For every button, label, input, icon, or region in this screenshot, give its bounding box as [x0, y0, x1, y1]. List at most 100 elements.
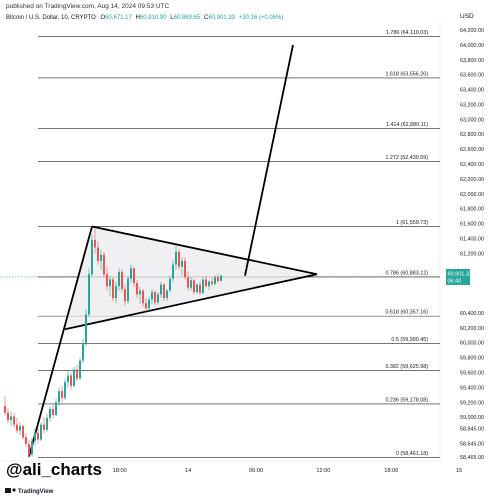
candle-body [61, 391, 63, 398]
y-tick-label: 64,200.00 [460, 28, 484, 34]
fib-level-label: 1.786 (64,110.03) [386, 30, 428, 36]
candle-body [40, 424, 42, 440]
open-label: O [100, 15, 105, 21]
candle-body [166, 290, 168, 299]
candle-body [163, 284, 165, 299]
candle-body [190, 280, 192, 288]
candle-body [52, 408, 54, 415]
candle-body [145, 303, 147, 309]
fib-level-label: 1.618 (63,556.20) [385, 71, 428, 77]
candle-body [217, 277, 219, 281]
candle-body [67, 375, 69, 383]
open-value: 60,671.17 [105, 15, 132, 21]
candle-body [148, 299, 150, 309]
low-label: L [170, 15, 174, 21]
candle-body [109, 279, 111, 287]
y-tick-label: 63,600.00 [460, 73, 484, 79]
fib-level-label: 0.5 (59,990.45) [391, 337, 428, 343]
y-tick-label: 61,800.00 [460, 207, 484, 213]
tradingview-logo-icon [5, 488, 11, 493]
candle-body [202, 279, 204, 293]
low-value: 60,869.65 [174, 15, 201, 21]
y-tick-label: 58,845.00 [460, 427, 484, 433]
candle-body [100, 254, 102, 261]
x-tick-label: 18:00 [384, 468, 398, 474]
candle-body [37, 432, 39, 440]
y-tick-label: 60,400.00 [460, 311, 484, 317]
candle-body [211, 281, 213, 284]
high-value: 60,910.90 [140, 15, 167, 21]
x-tick-label: 15 [456, 468, 462, 474]
fib-level-label: 1 (61,559.73) [396, 220, 428, 226]
y-tick-label: 62,000.00 [460, 192, 484, 198]
high-label: H [136, 15, 140, 21]
fib-level-label: 1.414 (62,880.11) [386, 122, 428, 128]
candles [4, 228, 222, 458]
y-tick-label: 60,000.00 [460, 341, 484, 347]
candle-body [172, 264, 174, 279]
candle-body [160, 284, 162, 295]
fib-level-label: 0 (58,461.18) [396, 451, 428, 457]
current-price-badge: 60,901.33 06:40 [446, 268, 472, 285]
x-tick-label: 14 [185, 468, 191, 474]
y-tick-label: 63,200.00 [460, 102, 484, 108]
candle-body [10, 416, 12, 421]
candle-body [103, 254, 105, 275]
candle-body [46, 417, 48, 430]
change-value: +30.16 (+0.05%) [239, 15, 284, 21]
ohlc-legend[interactable]: Bitcoin / U.S. Dollar, 10, CRYPTO O60,67… [6, 15, 283, 21]
x-axis: 18:00 14 06:00 12:00 18:00 15 [113, 468, 462, 474]
candle-body [196, 284, 198, 293]
candle-body [127, 278, 129, 302]
candle-body [43, 424, 45, 430]
triangle-pattern-drawing [28, 44, 318, 457]
y-tick-label: 59,000.00 [460, 415, 484, 421]
candle-body [139, 290, 141, 295]
candle-body [7, 412, 9, 421]
x-tick-label: 12:00 [316, 468, 330, 474]
candle-body [64, 382, 66, 398]
candle-body [49, 408, 51, 418]
candle-body [205, 279, 207, 287]
y-tick-label: 59,400.00 [460, 385, 484, 391]
author-watermark: @ali_charts [6, 460, 102, 479]
candle-body [154, 292, 156, 303]
candle-body [151, 292, 153, 300]
candle-body [199, 284, 201, 293]
y-tick-label: 61,400.00 [460, 236, 484, 242]
candle-body [88, 274, 90, 315]
y-tick-label: 62,400.00 [460, 162, 484, 168]
candle-body [82, 344, 84, 361]
candle-body [97, 247, 99, 261]
y-tick-label: 63,400.00 [460, 88, 484, 94]
candle-body [19, 426, 21, 431]
y-tick-label: 63,800.00 [460, 58, 484, 64]
candle-body [58, 391, 60, 403]
candle-body [13, 416, 15, 425]
candle-body [118, 271, 120, 287]
tradingview-brand: TradingView [18, 489, 54, 495]
candle-body [175, 251, 177, 265]
candle-body [55, 402, 57, 415]
candle-body [187, 277, 189, 288]
currency-label: USD [460, 13, 474, 20]
candle-body [34, 432, 36, 441]
y-tick-label: 61,200.00 [460, 251, 484, 257]
candle-body [79, 360, 81, 379]
candle-body [70, 375, 72, 386]
candle-body [133, 268, 135, 284]
candle-body [85, 314, 87, 345]
candle-body [181, 260, 183, 267]
x-tick-label: 18:00 [113, 468, 127, 474]
tradingview-logo[interactable]: TradingView [5, 488, 54, 495]
candle-body [73, 369, 75, 386]
y-tick-label: 58,465.00 [460, 455, 484, 461]
candle-body [193, 280, 195, 293]
symbol-name: Bitcoin / U.S. Dollar, 10, CRYPTO [6, 15, 96, 21]
candle-body [121, 271, 123, 290]
y-tick-label: 58,645.00 [460, 442, 484, 448]
candle-body [220, 275, 222, 281]
y-tick-label: 61,600.00 [460, 222, 484, 228]
tradingview-logo-dot [12, 488, 16, 492]
